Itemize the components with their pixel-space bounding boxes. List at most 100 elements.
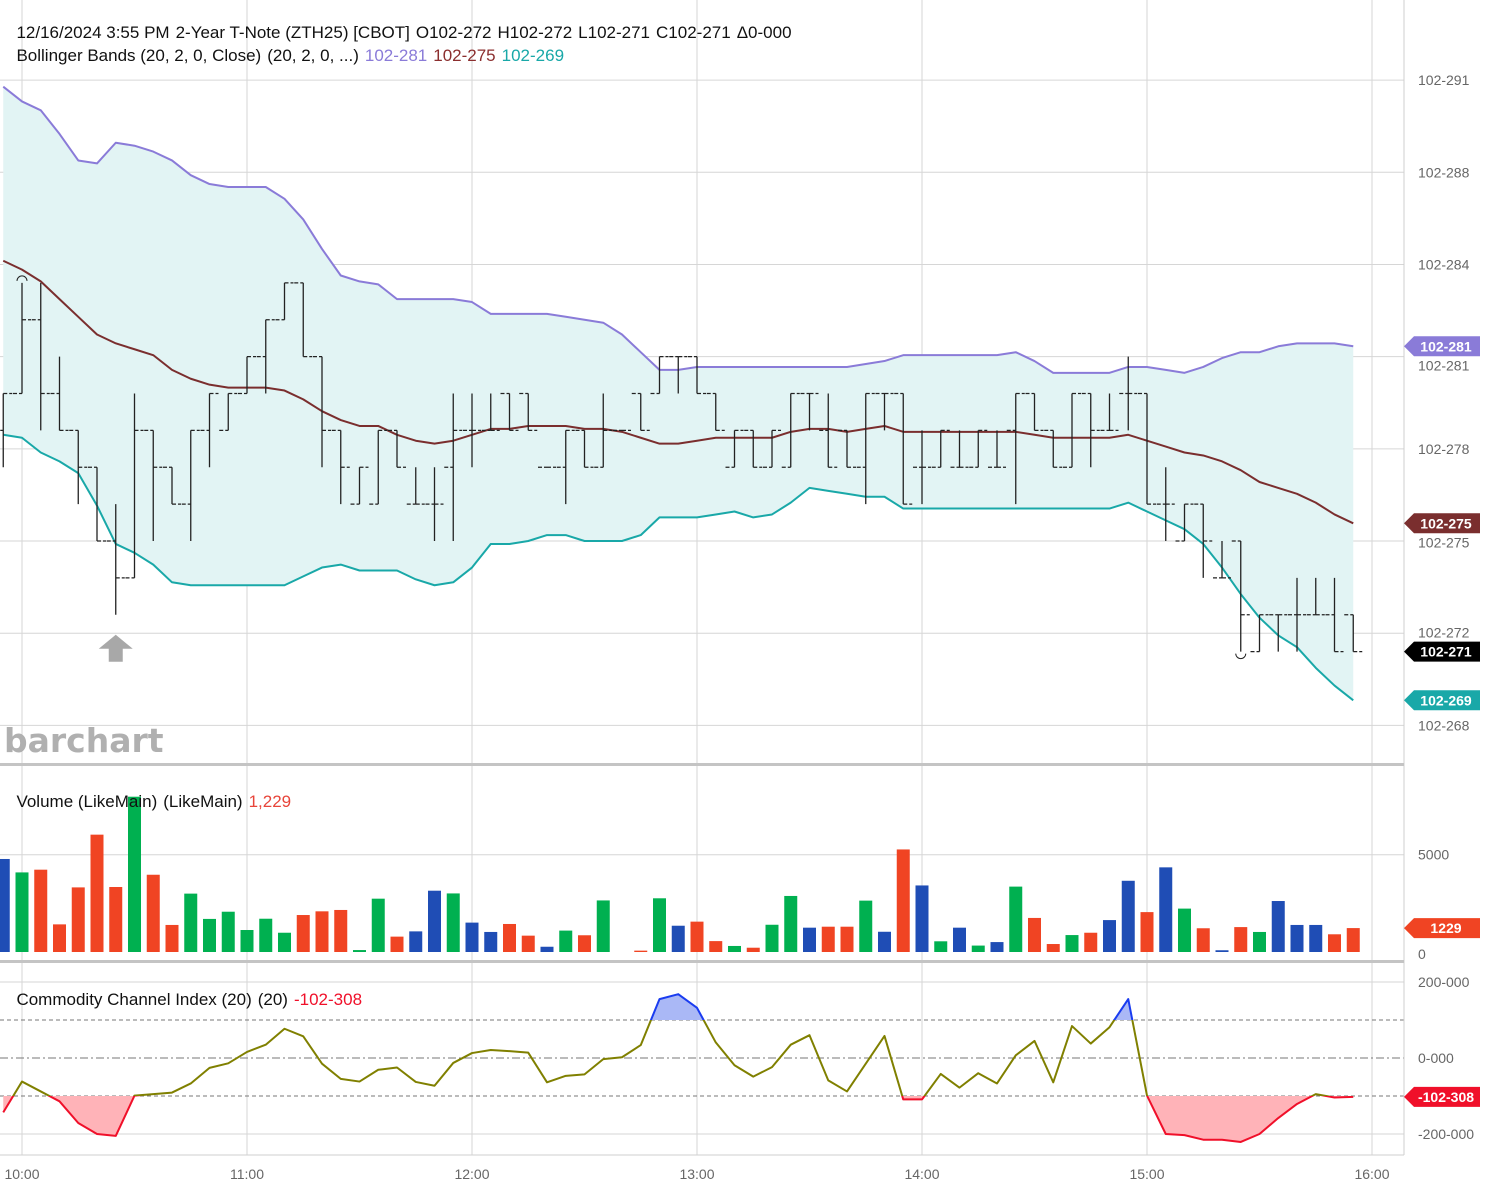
ohlc-bar[interactable] [781,392,800,468]
volume-bar[interactable] [1346,928,1360,952]
volume-bar[interactable] [1028,917,1041,952]
volume-bar[interactable] [1159,867,1173,952]
volume-bar[interactable] [371,898,385,952]
volume-bar[interactable] [709,941,723,952]
bollinger-legend[interactable]: Bollinger Bands (20, 2, 0, Close) (20, 2,… [7,26,570,66]
volume-bar[interactable] [1290,924,1304,952]
volume-bar[interactable] [634,950,648,952]
volume-bar[interactable] [353,950,366,952]
ohlc-bar[interactable] [575,429,594,468]
volume-bar[interactable] [1215,950,1229,952]
ohlc-bar[interactable] [1194,503,1213,578]
volume-panel[interactable] [0,796,1360,952]
ohlc-bar[interactable] [463,393,481,468]
volume-bar[interactable] [1046,944,1060,952]
ohlc-bar[interactable] [331,429,350,505]
volume-bar[interactable] [859,900,873,952]
ohlc-bar[interactable] [763,429,781,468]
volume-bar[interactable] [240,930,254,952]
ohlc-bar[interactable] [219,392,238,432]
volume-bar[interactable] [934,941,948,952]
ohlc-bar[interactable] [1006,392,1025,505]
volume-bar[interactable] [671,925,685,952]
volume-bar[interactable] [428,890,441,952]
ohlc-bar[interactable] [1213,541,1231,579]
volume-bar[interactable] [1009,886,1023,952]
ohlc-bar[interactable] [950,430,969,468]
ohlc-bar[interactable] [1156,467,1175,541]
volume-bar[interactable] [90,834,104,952]
ohlc-bar[interactable] [1025,392,1044,432]
volume-bar[interactable] [821,926,835,952]
volume-bar[interactable] [653,898,666,952]
volume-bar[interactable] [446,893,460,952]
ohlc-bar[interactable] [594,393,613,468]
volume-bar[interactable] [503,923,516,952]
cci-panel[interactable] [2,993,1354,1143]
ohlc-bar[interactable] [744,429,763,468]
ohlc-bar[interactable] [519,392,538,432]
volume-bar[interactable] [1309,924,1323,952]
volume-bar[interactable] [34,869,48,952]
ohlc-bar[interactable] [988,430,1006,468]
volume-bar[interactable] [53,924,66,952]
volume-bar[interactable] [390,936,404,952]
volume-bar[interactable] [465,922,479,952]
ohlc-bar[interactable] [388,429,406,468]
ohlc-bar[interactable] [669,355,688,394]
volume-bar[interactable] [1196,928,1210,952]
volume-bar[interactable] [784,895,798,952]
volume-bar[interactable] [146,874,160,952]
ohlc-bar[interactable] [1231,540,1250,652]
volume-bar[interactable] [1103,920,1116,952]
volume-bar[interactable] [521,935,535,952]
volume-bar[interactable] [409,931,423,952]
ohlc-bar[interactable] [1138,392,1156,505]
ohlc-bar[interactable] [500,392,519,432]
ohlc-bar[interactable] [13,282,31,395]
ohlc-bar[interactable] [106,504,125,615]
volume-bar[interactable] [296,915,310,952]
ohlc-bar[interactable] [725,429,744,468]
ohlc-bar[interactable] [406,467,425,505]
panel-divider[interactable] [0,960,1404,963]
ohlc-bar[interactable] [856,392,875,505]
ohlc-bar[interactable] [1269,614,1288,652]
volume-bar[interactable] [184,893,198,952]
ohlc-bar[interactable] [1288,577,1306,652]
volume-bar[interactable] [1084,932,1098,952]
ohlc-bar[interactable] [69,429,88,505]
cci-legend[interactable]: Commodity Channel Index (20) (20) -102-308 [7,970,368,1010]
ohlc-bar[interactable] [444,393,463,542]
volume-bar[interactable] [0,858,10,952]
volume-bar[interactable] [315,911,329,952]
price-panel[interactable] [0,85,1363,702]
ohlc-bar[interactable] [163,466,181,505]
volume-bar[interactable] [803,927,816,952]
ohlc-bar[interactable] [50,356,69,432]
volume-bar[interactable] [1234,927,1248,952]
ohlc-bar[interactable] [1175,503,1194,542]
volume-bar[interactable] [1271,901,1285,952]
volume-bar[interactable] [540,946,554,952]
volume-bar[interactable] [953,927,966,952]
ohlc-bar[interactable] [631,392,650,432]
volume-bar[interactable] [109,887,123,952]
ohlc-bar[interactable] [425,467,444,541]
ohlc-bar[interactable] [88,466,106,542]
volume-bar[interactable] [278,932,291,952]
volume-bar[interactable] [165,924,179,952]
panel-divider[interactable] [0,763,1404,766]
volume-bar[interactable] [1328,934,1341,952]
ohlc-bar[interactable] [650,355,669,395]
volume-bar[interactable] [840,926,854,952]
volume-bar[interactable] [878,931,891,952]
ohlc-bar[interactable] [1063,392,1081,468]
ohlc-bar[interactable] [894,392,913,505]
ohlc-bar[interactable] [1081,392,1100,468]
ohlc-bar[interactable] [556,429,575,505]
volume-bar[interactable] [1178,908,1191,952]
ohlc-bar[interactable] [1119,356,1138,431]
ohlc-bar[interactable] [819,393,838,468]
